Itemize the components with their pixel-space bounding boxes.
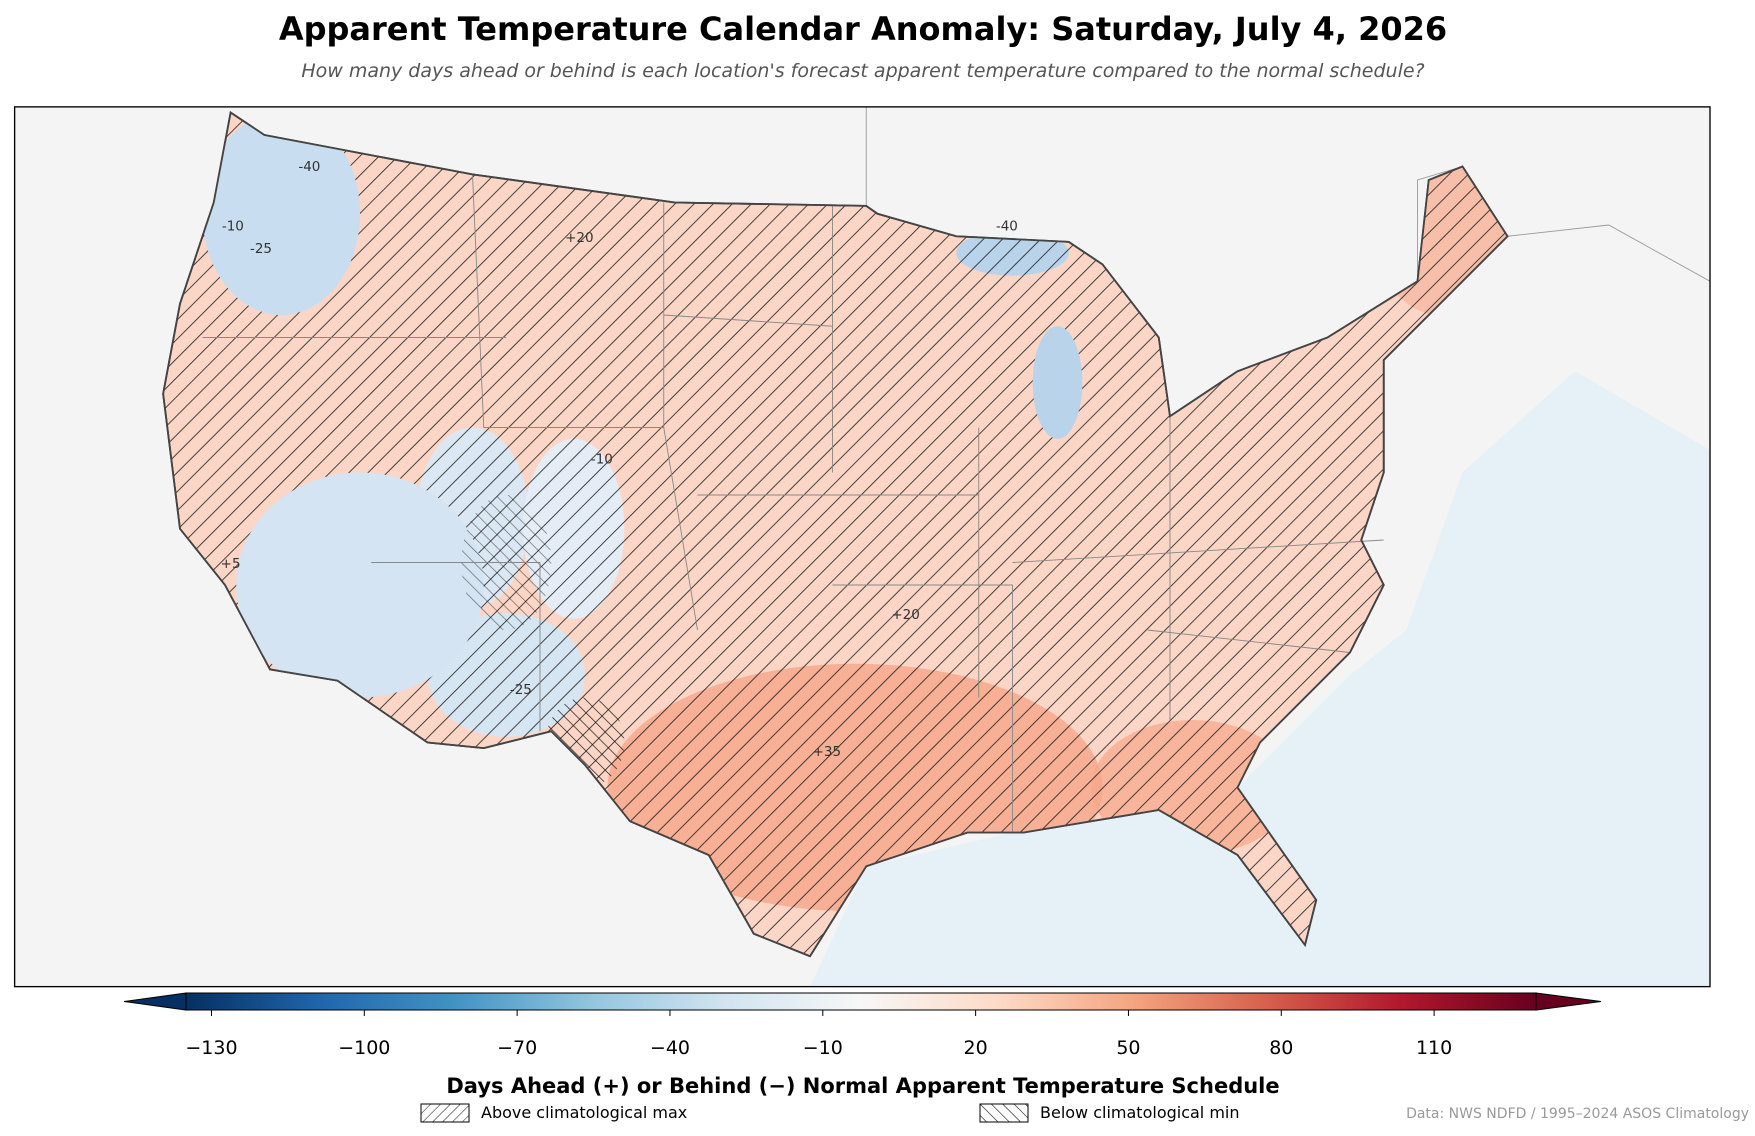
- contour-label: +20: [565, 230, 594, 246]
- colorbar-tick-label: 110: [1416, 1037, 1452, 1059]
- data-credit: Data: NWS NDFD / 1995–2024 ASOS Climatol…: [1406, 1106, 1749, 1122]
- legend-swatch-below: [979, 1103, 1029, 1123]
- colorbar-scale: [185, 992, 1537, 1011]
- contour-label: -25: [250, 241, 272, 257]
- colorbar-tick-label: 50: [1116, 1037, 1140, 1059]
- colorbar-tick-label: 80: [1269, 1037, 1293, 1059]
- contour-labels: +35 +20 -40 -25 -10 +5 -10 -25 +20 -40: [221, 159, 1018, 760]
- map: +35 +20 -40 -25 -10 +5 -10 -25 +20 -40: [13, 106, 1711, 988]
- map-frame: [13, 106, 1711, 988]
- legend-swatch-above: [420, 1103, 470, 1123]
- colorbar-tick-label: −10: [803, 1037, 843, 1059]
- colorbar-label: Days Ahead (+) or Behind (−) Normal Appa…: [446, 1074, 1279, 1098]
- legend-label: Above climatological max: [481, 1103, 687, 1122]
- state-lines: [202, 174, 1384, 833]
- contour-label: -10: [222, 219, 244, 235]
- colorbar-tick-label: 20: [964, 1037, 988, 1059]
- legend: Above climatological max Below climatolo…: [420, 1103, 1240, 1123]
- legend-label: Below climatological min: [1040, 1103, 1240, 1122]
- title: Apparent Temperature Calendar Anomaly: S…: [279, 10, 1447, 48]
- us-border: [162, 110, 1509, 958]
- colorbar-tick-label: −100: [338, 1037, 390, 1059]
- colorbar-extend-high: [1535, 992, 1602, 1011]
- colorbar: Days Ahead (+) or Behind (−) Normal Appa…: [123, 992, 1602, 1098]
- contour-label: -40: [298, 159, 320, 175]
- colorbar-tick-label: −130: [185, 1037, 237, 1059]
- colorbar-tick-label: −70: [497, 1037, 537, 1059]
- colorbar-extend-low: [123, 992, 187, 1011]
- contour-label: -40: [996, 219, 1018, 235]
- colorbar-tick-label: −40: [650, 1037, 690, 1059]
- contour-label: +5: [221, 556, 241, 572]
- contour-label: +20: [891, 607, 919, 623]
- contour-label: -25: [510, 682, 532, 698]
- contour-label: -10: [591, 452, 613, 468]
- subtitle: How many days ahead or behind is each lo…: [301, 60, 1424, 82]
- contour-label: +35: [813, 744, 841, 760]
